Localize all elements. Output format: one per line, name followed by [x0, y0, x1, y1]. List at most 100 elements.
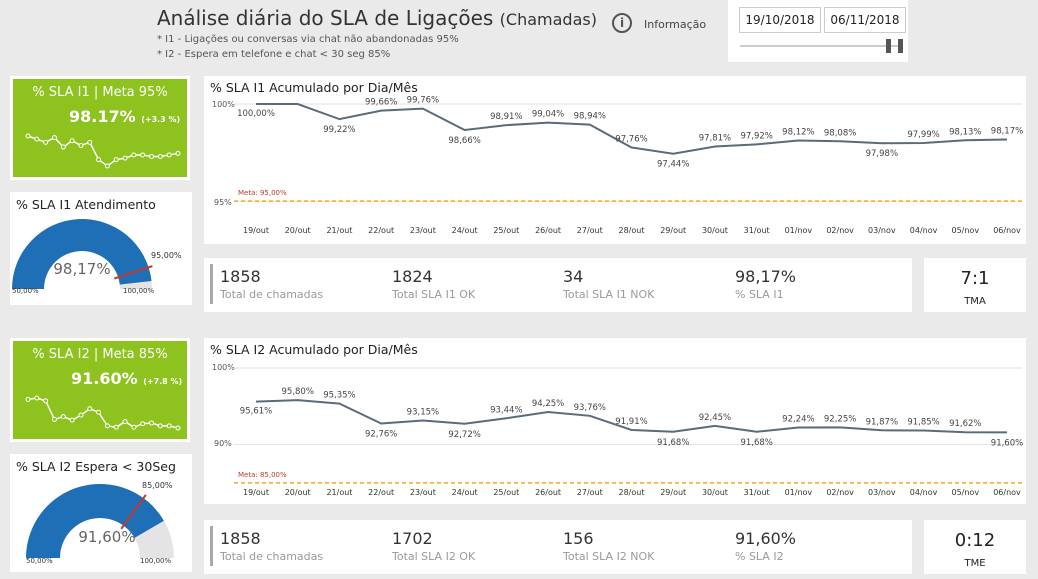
x-tick-label: 03/nov — [868, 488, 896, 497]
data-label: 99,04% — [532, 110, 564, 120]
data-label: 92,76% — [365, 429, 397, 439]
sparkline-point — [43, 139, 49, 145]
x-tick-label: 27/out — [577, 226, 603, 235]
x-tick-label: 04/nov — [910, 488, 938, 497]
data-label: 100,00% — [237, 109, 275, 119]
x-tick-label: 25/out — [493, 226, 519, 235]
kpi-sparkline — [25, 133, 181, 169]
gauge-target-marker — [114, 265, 153, 280]
y-tick-top: 100% — [212, 100, 235, 109]
x-tick-label: 02/nov — [826, 226, 854, 235]
x-tick-label: 24/out — [452, 488, 478, 497]
data-label: 98,13% — [949, 127, 981, 137]
gauge-title: % SLA I1 Atendimento — [16, 197, 156, 212]
series-line — [256, 103, 1008, 155]
kpi-value: 98.17% (+3.3 %) — [69, 107, 180, 126]
stat-total-calls-label: Total de chamadas — [220, 550, 324, 563]
data-label: 91,62% — [949, 419, 981, 429]
tma-card: 7:1 TMA — [924, 258, 1026, 312]
date-range-slicer: 19/10/2018 06/11/2018 — [728, 0, 908, 62]
x-tick-label: 30/out — [702, 488, 728, 497]
x-tick-label: 31/out — [744, 226, 770, 235]
data-label: 92,72% — [448, 430, 480, 440]
data-label: 95,35% — [323, 391, 355, 401]
kpi-delta: (+7.8 %) — [143, 377, 183, 386]
stat-sla-nok-label: Total SLA I1 NOK — [563, 288, 655, 301]
page-title-suffix: (Chamadas) — [499, 10, 597, 29]
x-tick-label: 21/out — [326, 226, 352, 235]
chart-title: % SLA I1 Acumulado por Dia/Mês — [210, 80, 418, 95]
stat-sla-ok: 1824 — [392, 267, 433, 286]
x-tick-label: 25/out — [493, 488, 519, 497]
sparkline-point — [104, 163, 110, 169]
x-tick-label: 01/nov — [785, 226, 813, 235]
stat-sla-pct-label: % SLA I1 — [735, 288, 784, 301]
x-tick-label: 05/nov — [951, 226, 979, 235]
end-date-input[interactable]: 06/11/2018 — [824, 7, 906, 33]
date-slider-track[interactable] — [740, 45, 900, 47]
x-tick-label: 19/out — [243, 488, 269, 497]
x-tick-label: 28/out — [619, 488, 645, 497]
sparkline-point — [140, 152, 146, 158]
x-tick-label: 01/nov — [785, 488, 813, 497]
gauge-max-text: 100,00% — [140, 557, 171, 565]
sparkline-point — [87, 139, 93, 145]
data-label: 97,92% — [740, 131, 772, 141]
data-label: 97,99% — [907, 130, 939, 140]
date-slider-handle-start[interactable] — [886, 39, 891, 53]
data-label: 98,94% — [574, 112, 606, 122]
gauge-chart: 91,60% 85,00% 50,00% 100,00% — [26, 481, 174, 565]
gauge-fill — [12, 218, 152, 289]
data-label: 99,76% — [407, 96, 439, 106]
x-tick-label: 22/out — [368, 488, 394, 497]
page-title: Análise diária do SLA de Ligações (Chama… — [157, 6, 597, 30]
date-slider-handle-end[interactable] — [898, 39, 903, 53]
x-tick-label: 26/out — [535, 488, 561, 497]
kpi-sparkline — [25, 395, 181, 431]
y-tick-top: 100% — [212, 363, 235, 372]
data-label: 93,76% — [574, 403, 606, 413]
sparkline-point — [25, 396, 31, 402]
data-label: 91,68% — [657, 438, 689, 448]
x-tick-label: 30/out — [702, 226, 728, 235]
stats-card-sla-i2: 1858 Total de chamadas 1702 Total SLA I2… — [204, 520, 912, 574]
data-label: 91,91% — [615, 417, 647, 427]
stat-sla-nok-label: Total SLA I2 NOK — [563, 550, 655, 563]
data-label: 97,76% — [615, 134, 647, 144]
data-label: 98,66% — [448, 136, 480, 146]
data-label: 98,12% — [782, 128, 814, 138]
sparkline-point — [166, 423, 172, 429]
kpi-card-sla-i1[interactable]: % SLA I1 | Meta 95% 98.17% (+3.3 %) — [10, 76, 190, 180]
sparkline-point — [113, 157, 119, 163]
x-tick-label: 23/out — [410, 488, 436, 497]
sparkline-point — [157, 154, 163, 160]
x-tick-label: 03/nov — [868, 226, 896, 235]
sparkline-point — [34, 136, 40, 142]
tme-value: 0:12 — [954, 530, 996, 551]
x-tick-label: 26/out — [535, 226, 561, 235]
x-tick-label: 20/out — [285, 226, 311, 235]
stat-total-calls: 1858 — [220, 529, 261, 548]
x-tick-label: 04/nov — [910, 226, 938, 235]
info-icon[interactable]: i — [612, 13, 632, 33]
start-date-input[interactable]: 19/10/2018 — [739, 7, 821, 33]
sparkline-point — [51, 416, 57, 422]
sparkline-point — [69, 417, 75, 423]
x-tick-label: 24/out — [452, 226, 478, 235]
data-label: 97,81% — [699, 134, 731, 144]
chart-card-sla-i2: % SLA I2 Acumulado por Dia/Mês 100% 90% … — [204, 338, 1026, 504]
gauge-fill — [26, 484, 164, 558]
sparkline-point — [104, 423, 110, 429]
kpi-value-text: 98.17% — [69, 107, 136, 126]
note-i1: * I1 - Ligações ou conversas via chat nã… — [157, 34, 459, 45]
kpi-card-sla-i2[interactable]: % SLA I2 | Meta 85% 91.60% (+7.8 %) — [10, 338, 190, 442]
sparkline-point — [60, 144, 66, 150]
data-label: 95,80% — [282, 387, 314, 397]
sparkline-point — [140, 421, 146, 427]
tma-value: 7:1 — [960, 268, 990, 289]
sparkline-point — [149, 420, 155, 426]
sparkline-point — [122, 419, 128, 425]
sparkline-point — [60, 414, 66, 420]
data-label: 99,22% — [323, 125, 355, 135]
info-label[interactable]: Informação — [644, 18, 707, 31]
